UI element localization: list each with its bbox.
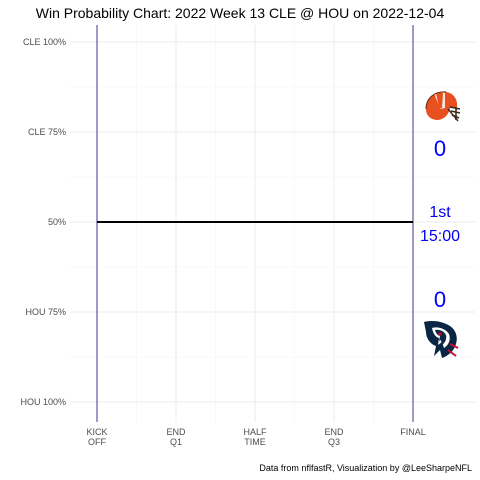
x-tick-label: END Q1 (166, 427, 186, 447)
x-tick-label: END Q3 (324, 427, 344, 447)
x-tick-label: HALF TIME (243, 427, 267, 447)
x-tick-label: KICK OFF (86, 427, 108, 447)
x-tick-label: FINAL (400, 427, 426, 437)
game-boundaries (96, 25, 414, 422)
chart-title: Win Probability Chart: 2022 Week 13 CLE … (35, 5, 445, 21)
quarter-label: 1st (429, 204, 451, 221)
y-tick-label: HOU 100% (20, 397, 66, 407)
away-score: 0 (433, 136, 447, 161)
home-score: 0 (433, 287, 447, 312)
y-tick-label: 50% (47, 217, 66, 227)
y-tick-label: CLE 75% (27, 127, 66, 137)
y-tick-label: CLE 100% (22, 37, 66, 47)
browns-helmet-icon (425, 91, 461, 122)
chart-caption: Data from nflfastR, Visualization by @Le… (259, 463, 472, 473)
y-tick-label: HOU 75% (25, 307, 66, 317)
texans-logo-icon (424, 321, 459, 358)
game-clock: 15:00 (419, 228, 461, 245)
